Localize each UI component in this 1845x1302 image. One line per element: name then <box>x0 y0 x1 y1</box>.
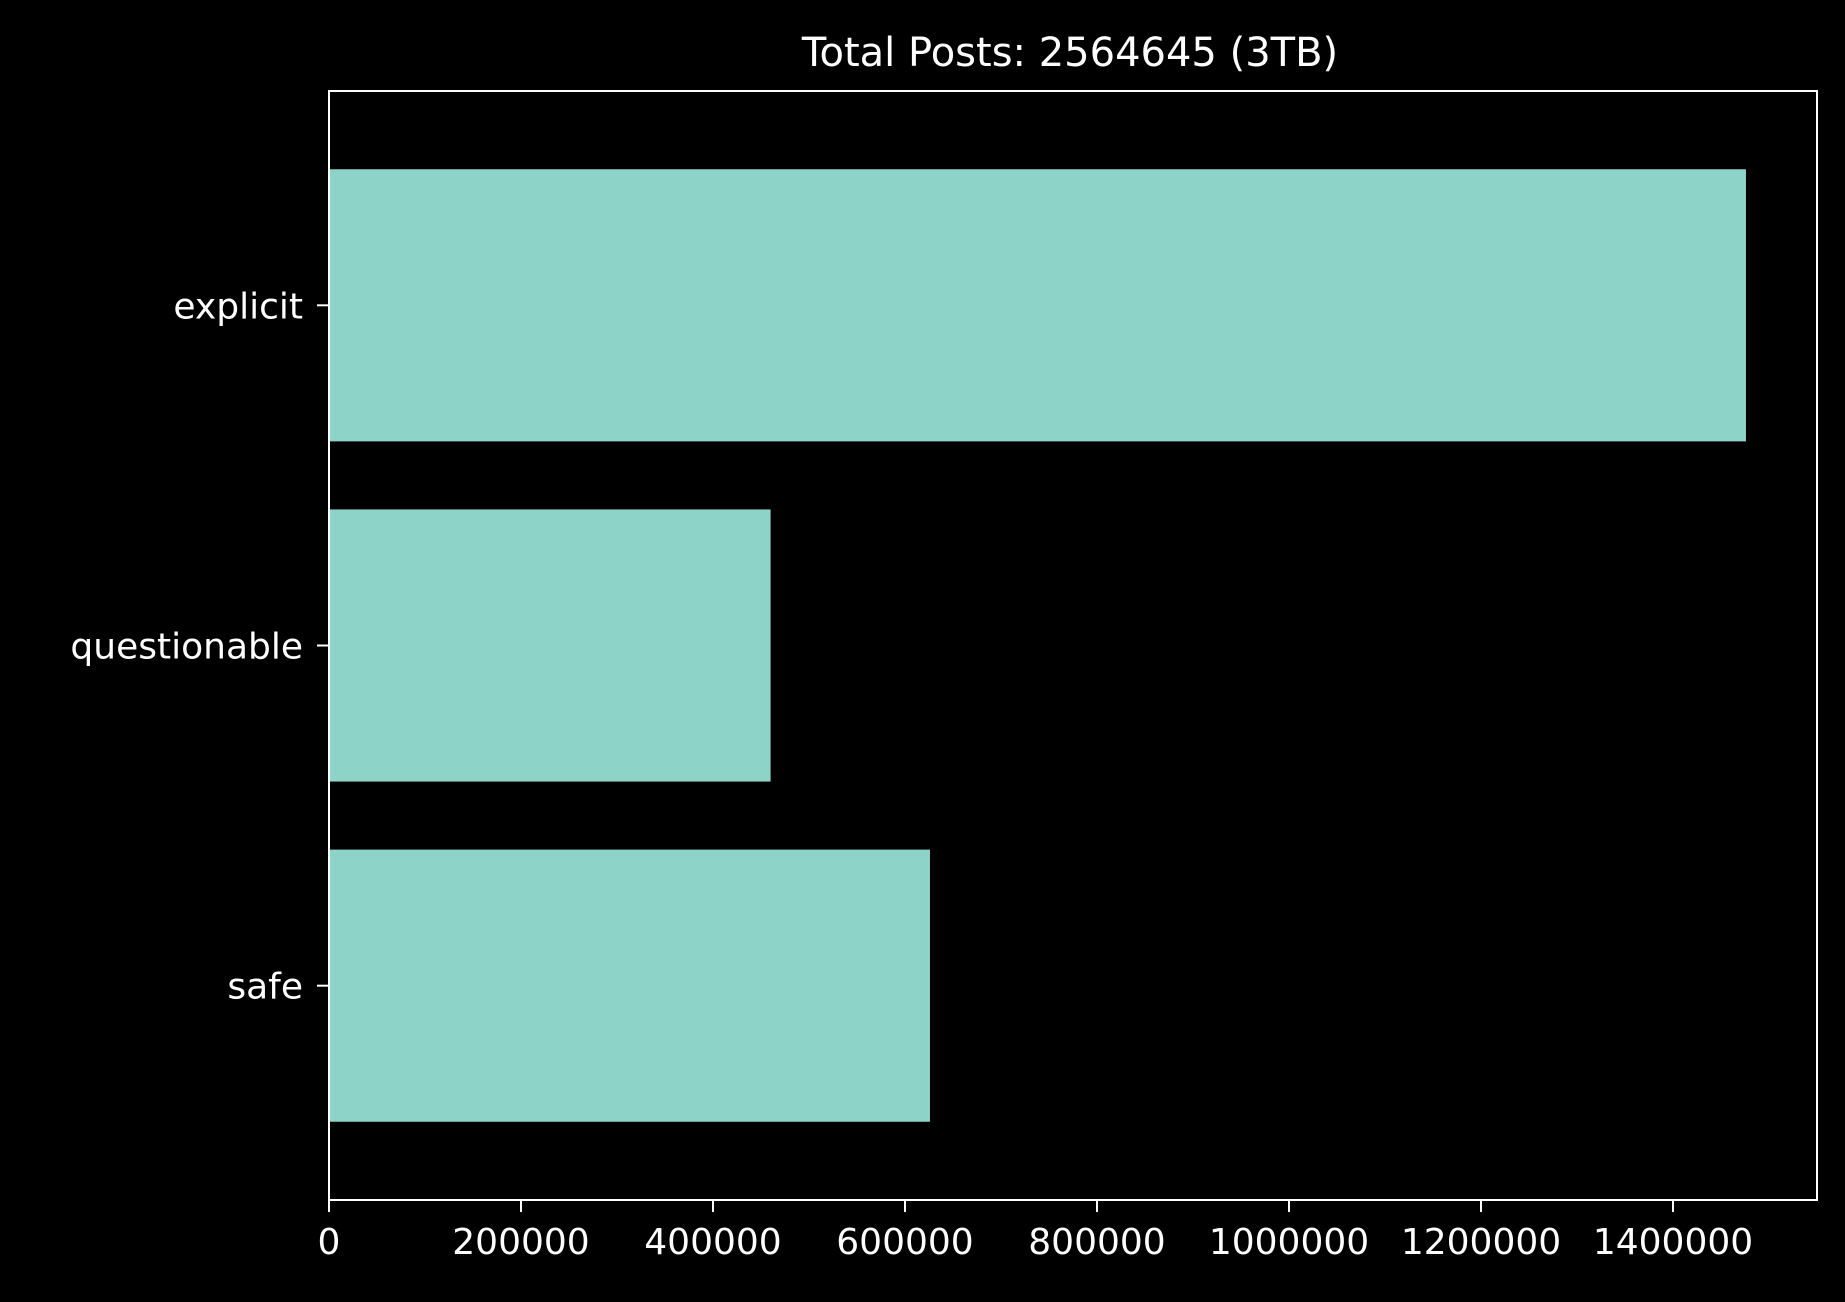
x-tick-label: 0 <box>318 1222 341 1263</box>
x-tick-label: 200000 <box>452 1222 589 1263</box>
x-tick-label: 1200000 <box>1401 1222 1561 1263</box>
x-tick-label: 1000000 <box>1209 1222 1369 1263</box>
bar-questionable <box>329 509 771 782</box>
bars-group <box>329 169 1746 1122</box>
y-tick-label-explicit: explicit <box>173 286 303 327</box>
x-axis: 0 200000 400000 600000 800000 1000000 1200000 1… <box>318 1200 1753 1263</box>
x-tick-label: 400000 <box>644 1222 781 1263</box>
bar-explicit <box>329 169 1746 442</box>
chart-title: Total Posts: 2564645 (3TB) <box>801 30 1338 76</box>
y-tick-label-safe: safe <box>227 967 303 1008</box>
y-axis: explicit questionable safe <box>70 286 329 1008</box>
x-tick-label: 600000 <box>836 1222 973 1263</box>
x-tick-label: 800000 <box>1028 1222 1165 1263</box>
plot-frame <box>328 90 1818 1201</box>
bar-safe <box>329 849 930 1122</box>
y-tick-label-questionable: questionable <box>70 627 303 668</box>
x-tick-label: 1400000 <box>1593 1222 1753 1263</box>
